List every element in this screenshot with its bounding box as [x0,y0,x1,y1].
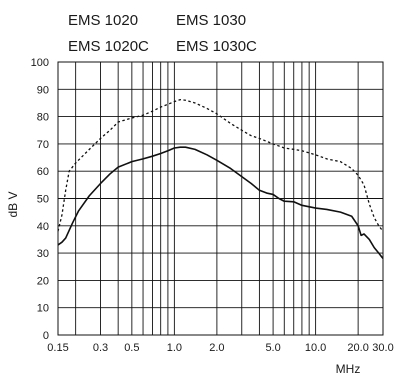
x-tick-label: 0.3 [93,342,108,354]
y-axis-ticks: 0 10 20 30 40 50 60 70 80 90 100 [31,57,49,342]
x-axis-label: MHz [336,362,361,376]
y-tick-label: 80 [37,112,49,124]
x-tick-label: 1.0 [167,342,182,354]
y-tick-label: 90 [37,84,49,96]
plot-grid [58,62,383,335]
series-line-solid [57,146,384,260]
y-tick-label: 50 [37,194,49,206]
x-tick-label: 2.0 [209,342,224,354]
x-axis-ticks: 0.15 0.3 0.5 1.0 2.0 5.0 10.0 20.0 30.0 [47,342,393,354]
plot-frame [57,61,384,336]
legend-entry-dashed-2: EMS 1030C [176,38,257,55]
x-tick-label: 0.5 [124,342,139,354]
series-line-dashed [57,99,384,232]
x-tick-label: 10.0 [305,342,326,354]
legend-entry-solid-2: EMS 1020C [68,38,149,55]
legend-entry-solid-1: EMS 1020 [68,12,138,29]
y-tick-label: 40 [37,221,49,233]
y-tick-label: 70 [37,139,49,151]
y-tick-label: 60 [37,166,49,178]
y-axis-label: dB V [6,191,20,217]
y-tick-label: 10 [37,303,49,315]
x-tick-label: 20.0 [347,342,368,354]
x-tick-label: 5.0 [265,342,280,354]
y-tick-label: 30 [37,248,49,260]
y-tick-label: 0 [43,330,49,342]
x-tick-label: 0.15 [47,342,68,354]
chart-legend: EMS 1020 EMS 1020C EMS 1030 EMS 1030C [68,12,257,55]
y-tick-label: 20 [37,275,49,287]
x-tick-label: 30.0 [372,342,393,354]
plot-series [57,99,384,260]
y-tick-label: 100 [31,57,49,69]
legend-entry-dashed-1: EMS 1030 [176,12,246,29]
